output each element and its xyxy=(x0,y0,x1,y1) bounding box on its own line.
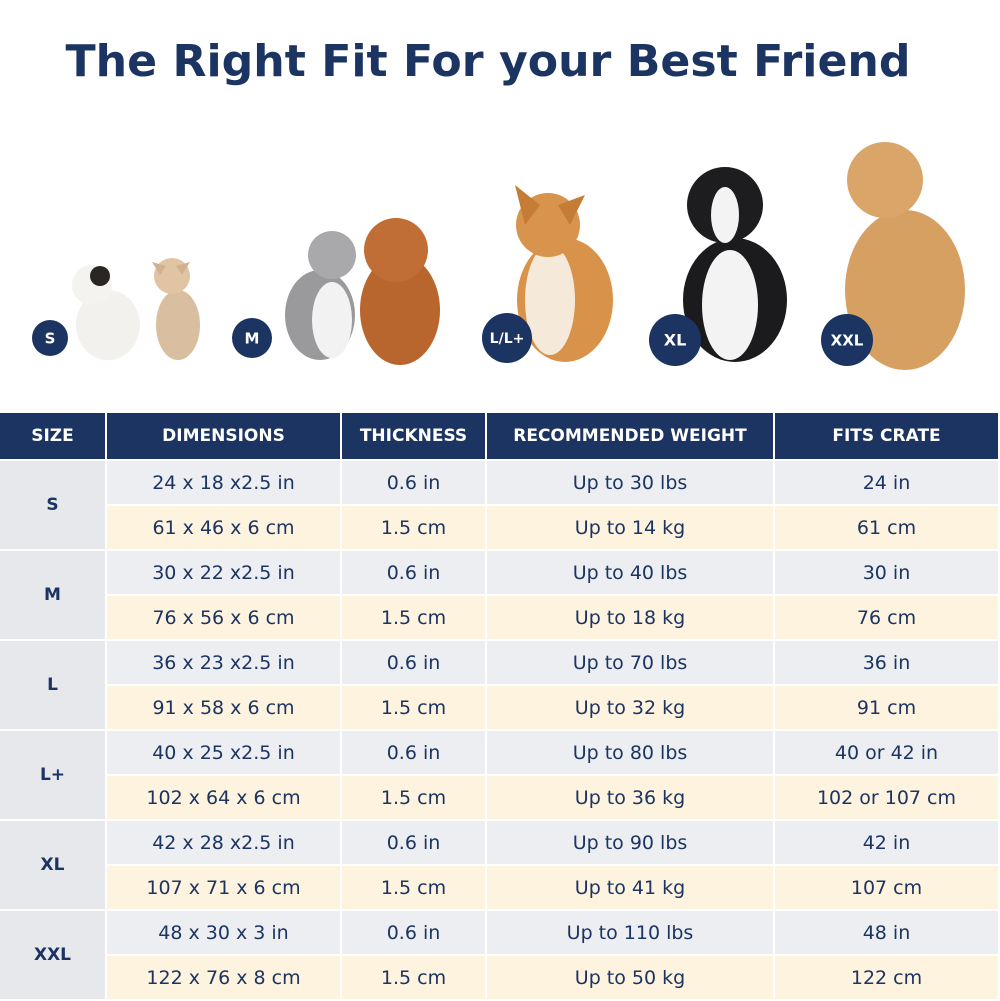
table-cell: Up to 80 lbs xyxy=(487,731,775,776)
size-cell: XL xyxy=(0,821,107,911)
size-table: SIZE DIMENSIONS THICKNESS RECOMMENDED WEIGH… xyxy=(0,413,1000,1001)
pet-golden xyxy=(845,142,965,370)
size-cell: XXL xyxy=(0,911,107,1001)
table-cell: 1.5 cm xyxy=(342,686,487,731)
badge: M xyxy=(245,330,260,348)
header-cell: THICKNESS xyxy=(342,413,487,461)
table-cell: 30 x 22 x2.5 in xyxy=(107,551,342,596)
size-cell: M xyxy=(0,551,107,641)
table-cell: Up to 36 kg xyxy=(487,776,775,821)
table-cell: 1.5 cm xyxy=(342,956,487,1001)
pet-poodle xyxy=(360,218,440,365)
table-cell: 0.6 in xyxy=(342,551,487,596)
table-cell: 42 in xyxy=(775,821,1000,866)
table-cell: 91 x 58 x 6 cm xyxy=(107,686,342,731)
table-cell: 107 cm xyxy=(775,866,1000,911)
table-cell: 122 x 76 x 8 cm xyxy=(107,956,342,1001)
header-cell: RECOMMENDED WEIGHT xyxy=(487,413,775,461)
table-cell: 102 x 64 x 6 cm xyxy=(107,776,342,821)
badge: XXL xyxy=(831,332,864,350)
table-cell: 0.6 in xyxy=(342,821,487,866)
table-cell: 40 or 42 in xyxy=(775,731,1000,776)
table-cell: Up to 70 lbs xyxy=(487,641,775,686)
table-cell: 0.6 in xyxy=(342,641,487,686)
pet-corgi xyxy=(515,185,613,362)
pet-cat-white xyxy=(72,265,140,360)
header-cell: SIZE xyxy=(0,413,107,461)
table-cell: 24 x 18 x2.5 in xyxy=(107,461,342,506)
table-cell: 76 cm xyxy=(775,596,1000,641)
table-cell: 0.6 in xyxy=(342,461,487,506)
table-cell: 91 cm xyxy=(775,686,1000,731)
table-cell: 1.5 cm xyxy=(342,596,487,641)
table-cell: 107 x 71 x 6 cm xyxy=(107,866,342,911)
table-cell: Up to 90 lbs xyxy=(487,821,775,866)
table-cell: 61 x 46 x 6 cm xyxy=(107,506,342,551)
pet-chihuahua xyxy=(152,258,200,360)
table-cell: Up to 30 lbs xyxy=(487,461,775,506)
table-cell: 122 cm xyxy=(775,956,1000,1001)
title: The Right Fit For your Best Friend xyxy=(66,36,911,87)
table-cell: 36 in xyxy=(775,641,1000,686)
table-cell: 0.6 in xyxy=(342,731,487,776)
badge: S xyxy=(45,330,56,348)
table-cell: Up to 110 lbs xyxy=(487,911,775,956)
table-cell: Up to 41 kg xyxy=(487,866,775,911)
size-cell: L xyxy=(0,641,107,731)
table-cell: Up to 18 kg xyxy=(487,596,775,641)
pet-collie xyxy=(683,167,787,362)
badge: L/L+ xyxy=(490,331,525,347)
size-badges: S M L/L+ XL XXL xyxy=(32,313,873,366)
table-cell: 48 in xyxy=(775,911,1000,956)
table-cell: 1.5 cm xyxy=(342,866,487,911)
badge: XL xyxy=(664,331,687,350)
table-cell: 24 in xyxy=(775,461,1000,506)
pet-cat-grey xyxy=(285,231,356,360)
table-cell: 76 x 56 x 6 cm xyxy=(107,596,342,641)
header-cell: FITS CRATE xyxy=(775,413,1000,461)
table-cell: 61 cm xyxy=(775,506,1000,551)
table-cell: Up to 14 kg xyxy=(487,506,775,551)
table-cell: 40 x 25 x2.5 in xyxy=(107,731,342,776)
table-cell: 42 x 28 x2.5 in xyxy=(107,821,342,866)
table-cell: 1.5 cm xyxy=(342,506,487,551)
table-cell: Up to 32 kg xyxy=(487,686,775,731)
size-cell: L+ xyxy=(0,731,107,821)
header-cell: DIMENSIONS xyxy=(107,413,342,461)
table-cell: 48 x 30 x 3 in xyxy=(107,911,342,956)
table-cell: 102 or 107 cm xyxy=(775,776,1000,821)
table-cell: Up to 50 kg xyxy=(487,956,775,1001)
table-cell: 0.6 in xyxy=(342,911,487,956)
table-cell: Up to 40 lbs xyxy=(487,551,775,596)
table-cell: 36 x 23 x2.5 in xyxy=(107,641,342,686)
table-cell: 30 in xyxy=(775,551,1000,596)
table-cell: 1.5 cm xyxy=(342,776,487,821)
size-cell: S xyxy=(0,461,107,551)
header-art: The Right Fit For your Best Friend S M L… xyxy=(32,36,965,370)
